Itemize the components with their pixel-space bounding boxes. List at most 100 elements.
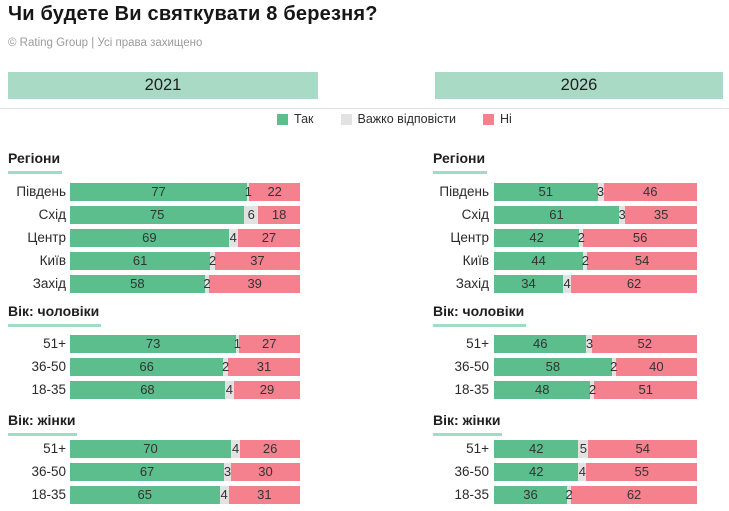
- bar-track: 34 4 62: [494, 275, 697, 293]
- segment-value: 4: [220, 487, 228, 502]
- bar-track: 46 3 52: [494, 335, 697, 353]
- chart-row: Захід 58 2 39: [8, 275, 304, 293]
- segment-value: 4: [225, 382, 234, 397]
- segment-value: 65: [137, 487, 152, 502]
- legend-label: Ні: [500, 112, 512, 126]
- segment-value: 27: [261, 230, 277, 245]
- segment-hard: 1: [244, 183, 252, 201]
- chart-row: 18-35 36 2 62: [433, 486, 729, 504]
- chart-row: 36-50 67 3 30: [8, 463, 304, 481]
- segment-no: 31: [227, 358, 300, 376]
- segment-hard: 4: [563, 275, 572, 293]
- segment-hard: 4: [228, 229, 238, 247]
- chart-row: Південь 77 1 22: [8, 183, 304, 201]
- segment-value: 3: [585, 336, 594, 351]
- segment-value: 2: [588, 382, 597, 397]
- segment-value: 46: [532, 336, 548, 351]
- chart-row: Київ 61 2 37: [8, 252, 304, 270]
- segment-value: 51: [638, 382, 653, 397]
- row-label: Захід: [32, 276, 66, 291]
- segment-no: 22: [249, 183, 300, 201]
- column-2021: Регіони Південь 77 1 22 Схід 75 6 18 Центр 69 4 27 Ки…: [8, 0, 304, 511]
- segment-value: 31: [257, 487, 272, 502]
- bar-track: 42 2 56: [494, 229, 697, 247]
- bar-track: 42 4 55: [494, 463, 697, 481]
- chart-row: Південь 51 3 46: [433, 183, 729, 201]
- segment-no: 54: [587, 252, 697, 270]
- segment-hard: 2: [610, 358, 618, 376]
- bar-track: 70 4 26: [70, 440, 300, 458]
- segment-value: 3: [596, 184, 605, 199]
- segment-value: 1: [244, 184, 252, 199]
- chart-row: 51+ 73 1 27: [8, 335, 304, 353]
- segment-value: 3: [223, 464, 232, 479]
- row-label: 18-35: [454, 487, 489, 502]
- segment-value: 34: [521, 276, 536, 291]
- segment-value: 2: [222, 359, 230, 374]
- segment-value: 4: [231, 441, 240, 456]
- segment-no: 35: [625, 206, 697, 224]
- chart-row: 18-35 68 4 29: [8, 381, 304, 399]
- chart-row: 51+ 46 3 52: [433, 335, 729, 353]
- bar-track: 66 2 31: [70, 358, 300, 376]
- bar-track: 75 6 18: [70, 206, 300, 224]
- segment-yes: 48: [494, 381, 591, 399]
- segment-value: 55: [634, 464, 649, 479]
- section-title: Вік: чоловіки: [8, 303, 102, 327]
- row-label: 51+: [466, 336, 489, 351]
- chart-row: Схід 61 3 35: [433, 206, 729, 224]
- segment-yes: 42: [494, 229, 580, 247]
- year-band-2021: 2021: [8, 72, 318, 99]
- segment-no: 37: [214, 252, 300, 270]
- segment-yes: 46: [494, 335, 587, 353]
- segment-value: 44: [531, 253, 546, 268]
- bar-track: 36 2 62: [494, 486, 697, 504]
- segment-no: 31: [228, 486, 300, 504]
- segment-yes: 75: [70, 206, 245, 224]
- segment-hard: 2: [588, 381, 597, 399]
- bar-track: 61 2 37: [70, 252, 300, 270]
- bar-track: 73 1 27: [70, 335, 300, 353]
- segment-value: 2: [610, 359, 618, 374]
- chart-row: 51+ 70 4 26: [8, 440, 304, 458]
- row-label: Центр: [450, 230, 489, 245]
- bar-track: 65 4 31: [70, 486, 300, 504]
- segment-value: 2: [581, 253, 589, 268]
- segment-value: 2: [203, 276, 211, 291]
- segment-no: 55: [586, 463, 697, 481]
- segment-no: 27: [237, 229, 300, 247]
- segment-value: 4: [229, 230, 237, 245]
- segment-value: 77: [151, 184, 166, 199]
- segment-yes: 66: [70, 358, 224, 376]
- segment-value: 61: [549, 207, 564, 222]
- row-label: Південь: [16, 184, 66, 199]
- segment-hard: 4: [219, 486, 229, 504]
- row-label: Захід: [455, 276, 489, 291]
- segment-yes: 65: [70, 486, 220, 504]
- row-label: 36-50: [454, 359, 489, 374]
- page-title: Чи будете Ви святкувати 8 березня?: [8, 3, 378, 25]
- segment-hard: 3: [585, 335, 594, 353]
- section-title: Вік: чоловіки: [433, 303, 527, 327]
- segment-value: 58: [130, 276, 145, 291]
- segment-yes: 58: [494, 358, 612, 376]
- segment-value: 69: [142, 230, 157, 245]
- chart-row: 51+ 42 5 54: [433, 440, 729, 458]
- segment-yes: 68: [70, 381, 225, 399]
- segment-no: 40: [615, 358, 697, 376]
- legend-swatch-yes-icon: [277, 113, 288, 125]
- segment-no: 29: [233, 381, 300, 399]
- row-label: 51+: [43, 336, 66, 351]
- segment-value: 67: [139, 464, 155, 479]
- segment-value: 31: [256, 359, 272, 374]
- bar-track: 68 4 29: [70, 381, 300, 399]
- row-label: 18-35: [31, 382, 66, 397]
- chart-row: Центр 42 2 56: [433, 229, 729, 247]
- segment-value: 18: [271, 207, 287, 222]
- segment-value: 26: [262, 441, 278, 456]
- segment-value: 4: [563, 276, 571, 291]
- section-title: Вік: жінки: [433, 412, 503, 436]
- row-label: 36-50: [31, 464, 66, 479]
- segment-yes: 67: [70, 463, 225, 481]
